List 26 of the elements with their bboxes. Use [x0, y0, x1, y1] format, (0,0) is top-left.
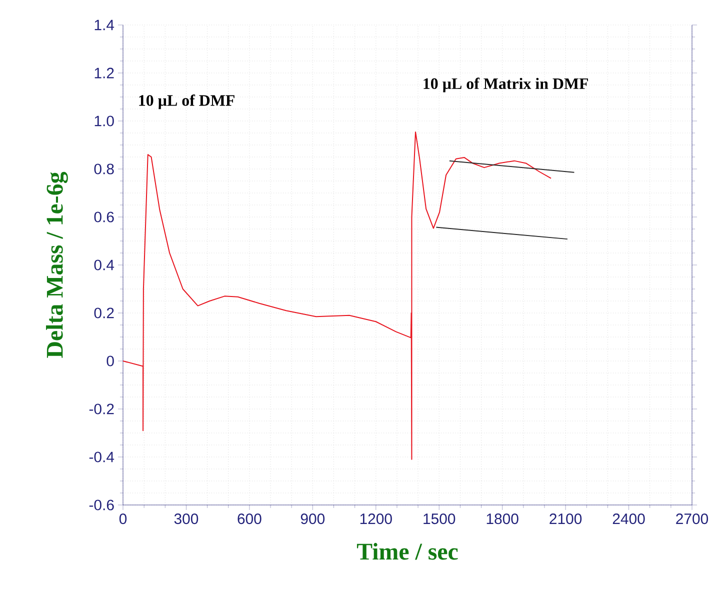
annotation: 10 µL of DMF	[139, 94, 234, 110]
y-tick-label: 0.8	[94, 164, 114, 174]
x-tick-label: 900	[300, 514, 325, 524]
x-tick-label: 1800	[486, 514, 518, 524]
y-tick-label: 1.0	[94, 116, 114, 126]
y-tick-label: 1.2	[94, 68, 114, 78]
y-axis-title: Delta Mass / 1e-6g	[46, 172, 68, 358]
y-tick-label: 0.4	[94, 260, 114, 270]
line-series	[122, 132, 552, 460]
x-tick-label: 1500	[424, 514, 456, 524]
y-tick-label: 0.6	[94, 212, 114, 222]
y-tick-label: -0.2	[89, 404, 114, 414]
x-tick-label: 2100	[550, 514, 582, 524]
annotation: 10 µL of Matrix in DMF	[424, 78, 588, 92]
x-tick-label: 300	[174, 514, 198, 524]
x-tick-label: 1200	[360, 514, 392, 524]
y-tick-label: -0.6	[89, 500, 114, 510]
y-tick-label: 0.2	[94, 308, 114, 318]
y-tick-label: 1.4	[94, 20, 114, 30]
y-tick-label: 0	[106, 356, 114, 366]
x-tick-label: 2400	[612, 514, 645, 524]
x-axis-title: Time / sec	[356, 542, 458, 560]
x-tick-label: 2700	[676, 514, 708, 524]
y-tick-label: -0.4	[89, 452, 114, 462]
x-tick-label: 600	[238, 514, 262, 524]
x-tick-label: 0	[119, 514, 127, 524]
